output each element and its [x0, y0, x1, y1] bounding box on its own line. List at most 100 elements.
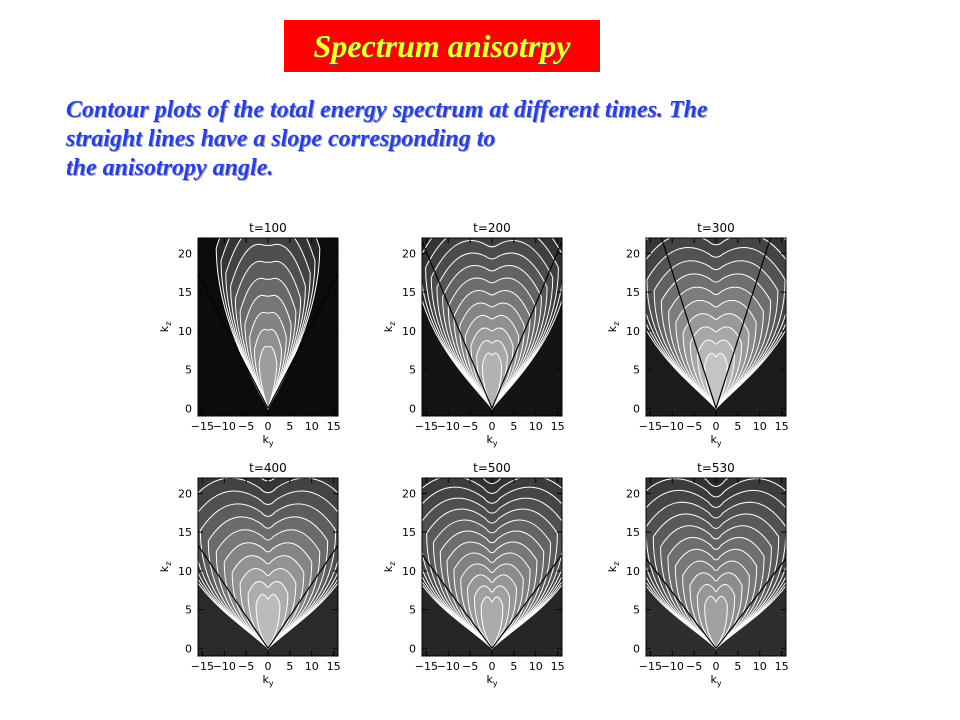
x-tick-label: 5: [734, 660, 741, 673]
x-tick-label: 0: [489, 660, 496, 673]
contour-plot: t=530 −15−10 −5 0 5 10 15 0 5 10 15 20 ky kz: [606, 461, 789, 688]
x-axis-label: ky: [710, 433, 721, 448]
x-tick-label: 5: [510, 660, 517, 673]
y-tick-label: 0: [633, 402, 640, 415]
y-axis-label: kz: [158, 322, 173, 333]
contour-plot: t=400 −15−10 −5 0 5 10 15 0 5 10 15 20 ky kz: [158, 461, 341, 688]
contour-plot: t=100 −15−10 −5 0 5 10 15 0 5 10 15 20 ky kz: [158, 221, 341, 448]
y-tick-label: 10: [626, 565, 640, 578]
y-tick-label: 5: [409, 364, 416, 377]
anisotropy-line-right: [491, 240, 562, 409]
panel-time-label: t=300: [697, 221, 735, 235]
x-tick-label: 5: [286, 660, 293, 673]
contour-line: [255, 593, 281, 650]
panel-time-label: t=100: [249, 221, 287, 235]
y-tick-label: 10: [178, 325, 192, 338]
y-tick-label: 5: [633, 364, 640, 377]
y-tick-label: 5: [185, 604, 192, 617]
x-tick-label: −5: [238, 420, 254, 433]
x-tick-label: −10: [437, 420, 460, 433]
x-tick-label: −5: [238, 660, 254, 673]
x-tick-label: 0: [713, 660, 720, 673]
y-tick-label: 15: [178, 526, 192, 539]
x-tick-label: 0: [489, 420, 496, 433]
contour-levels: [422, 238, 562, 410]
anisotropy-line-left: [422, 553, 493, 649]
x-tick-label: 5: [734, 420, 741, 433]
y-tick-label: 20: [178, 487, 192, 500]
anisotropy-line-right: [267, 272, 338, 409]
contour-levels: [198, 478, 338, 650]
caption-line: Contour plots of the total energy spectr…: [66, 97, 708, 123]
contour-plot: t=200 −15−10 −5 0 5 10 15 0 5 10 15 20 ky kz: [382, 221, 565, 448]
y-axis-label: kz: [158, 562, 173, 573]
x-axis-label-sub: y: [493, 679, 498, 688]
contour-plot: t=500 −15−10 −5 0 5 10 15 0 5 10 15 20 ky kz: [382, 461, 565, 688]
x-tick-label: 10: [305, 420, 319, 433]
x-tick-label: −5: [462, 660, 478, 673]
x-tick-label: 10: [529, 660, 543, 673]
anisotropy-line-right: [715, 238, 772, 409]
y-axis-label: kz: [382, 322, 397, 333]
x-tick-label: −10: [661, 660, 684, 673]
x-tick-label: 15: [775, 420, 789, 433]
y-axis-label-sub: z: [164, 562, 173, 566]
x-tick-label: 0: [265, 660, 272, 673]
x-tick-label: −5: [686, 660, 702, 673]
x-tick-label: −15: [415, 660, 438, 673]
contour-levels: [422, 478, 562, 650]
y-tick-label: 10: [402, 565, 416, 578]
y-axis-label-sub: z: [612, 322, 621, 326]
anisotropy-line-right: [267, 544, 338, 649]
x-tick-label: 10: [529, 420, 543, 433]
contour-line: [258, 345, 278, 410]
contour-line: [481, 352, 503, 410]
contour-line: [480, 596, 504, 650]
slide-title-box: Spectrum anisotrpy: [284, 20, 600, 72]
y-axis-label: kz: [382, 562, 397, 573]
x-tick-label: −10: [437, 660, 460, 673]
contour-plot: t=300 −15−10 −5 0 5 10 15 0 5 10 15 20 ky kz: [606, 221, 789, 448]
y-tick-label: 20: [402, 247, 416, 260]
contour-levels: [198, 238, 338, 410]
x-tick-label: 15: [775, 660, 789, 673]
contour-levels: [646, 478, 786, 650]
x-tick-label: 15: [551, 420, 565, 433]
panel-time-label: t=400: [249, 461, 287, 475]
x-axis-label-sub: y: [717, 439, 722, 448]
x-tick-label: 10: [753, 420, 767, 433]
y-axis-label-sub: z: [164, 322, 173, 326]
y-axis-label-sub: z: [612, 562, 621, 566]
contour-panel-t400: t=400 −15 −10 −5 0 5 10 15 0 5 10 15 20 ky kz: [150, 458, 350, 693]
y-tick-label: 0: [409, 402, 416, 415]
x-tick-label: 0: [265, 420, 272, 433]
x-tick-label: 15: [327, 420, 341, 433]
anisotropy-line-left: [660, 238, 717, 409]
y-tick-label: 20: [178, 247, 192, 260]
anisotropy-line-right: [715, 557, 786, 649]
x-tick-label: −15: [191, 660, 214, 673]
x-tick-label: −5: [462, 420, 478, 433]
y-axis-label-sub: z: [388, 562, 397, 566]
anisotropy-line-left: [422, 240, 493, 409]
y-tick-label: 0: [409, 642, 416, 655]
panel-time-label: t=200: [473, 221, 511, 235]
y-tick-label: 0: [185, 642, 192, 655]
y-tick-label: 20: [626, 487, 640, 500]
y-tick-label: 5: [409, 604, 416, 617]
anisotropy-line-right: [491, 553, 562, 649]
y-tick-label: 20: [626, 247, 640, 260]
x-tick-label: −15: [639, 660, 662, 673]
contour-panel-t500: t=500 −15 −10 −5 0 5 10 15 0 5 10 15 20 ky kz: [374, 458, 574, 693]
y-tick-label: 10: [626, 325, 640, 338]
y-tick-label: 5: [185, 364, 192, 377]
y-tick-label: 15: [178, 286, 192, 299]
y-axis-label-sub: z: [388, 322, 397, 326]
x-tick-label: 0: [713, 420, 720, 433]
anisotropy-line-left: [646, 557, 717, 649]
x-axis-label: ky: [486, 673, 497, 688]
x-tick-label: 5: [286, 420, 293, 433]
x-axis-label: ky: [486, 433, 497, 448]
x-tick-label: −10: [213, 660, 236, 673]
x-tick-label: −10: [661, 420, 684, 433]
